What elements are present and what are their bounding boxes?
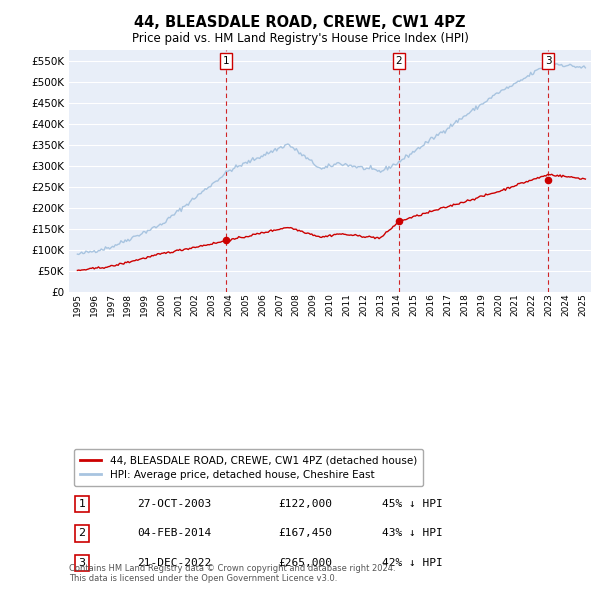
Point	[544, 176, 553, 185]
Text: 42% ↓ HPI: 42% ↓ HPI	[382, 558, 443, 568]
Point	[394, 217, 404, 226]
Text: 1: 1	[223, 56, 229, 66]
Text: 1: 1	[79, 499, 86, 509]
Text: 21-DEC-2022: 21-DEC-2022	[137, 558, 211, 568]
Text: 45% ↓ HPI: 45% ↓ HPI	[382, 499, 443, 509]
Text: £167,450: £167,450	[278, 529, 332, 538]
Point	[221, 235, 231, 245]
Text: 44, BLEASDALE ROAD, CREWE, CW1 4PZ: 44, BLEASDALE ROAD, CREWE, CW1 4PZ	[134, 15, 466, 30]
Text: 27-OCT-2003: 27-OCT-2003	[137, 499, 211, 509]
Text: 3: 3	[79, 558, 86, 568]
Text: Contains HM Land Registry data © Crown copyright and database right 2024.
This d: Contains HM Land Registry data © Crown c…	[69, 563, 395, 583]
Text: 3: 3	[545, 56, 552, 66]
Text: Price paid vs. HM Land Registry's House Price Index (HPI): Price paid vs. HM Land Registry's House …	[131, 32, 469, 45]
Text: 2: 2	[395, 56, 402, 66]
Text: 04-FEB-2014: 04-FEB-2014	[137, 529, 211, 538]
Text: £265,000: £265,000	[278, 558, 332, 568]
Text: £122,000: £122,000	[278, 499, 332, 509]
Text: 2: 2	[79, 529, 86, 538]
Text: 43% ↓ HPI: 43% ↓ HPI	[382, 529, 443, 538]
Legend: 44, BLEASDALE ROAD, CREWE, CW1 4PZ (detached house), HPI: Average price, detache: 44, BLEASDALE ROAD, CREWE, CW1 4PZ (deta…	[74, 449, 423, 486]
